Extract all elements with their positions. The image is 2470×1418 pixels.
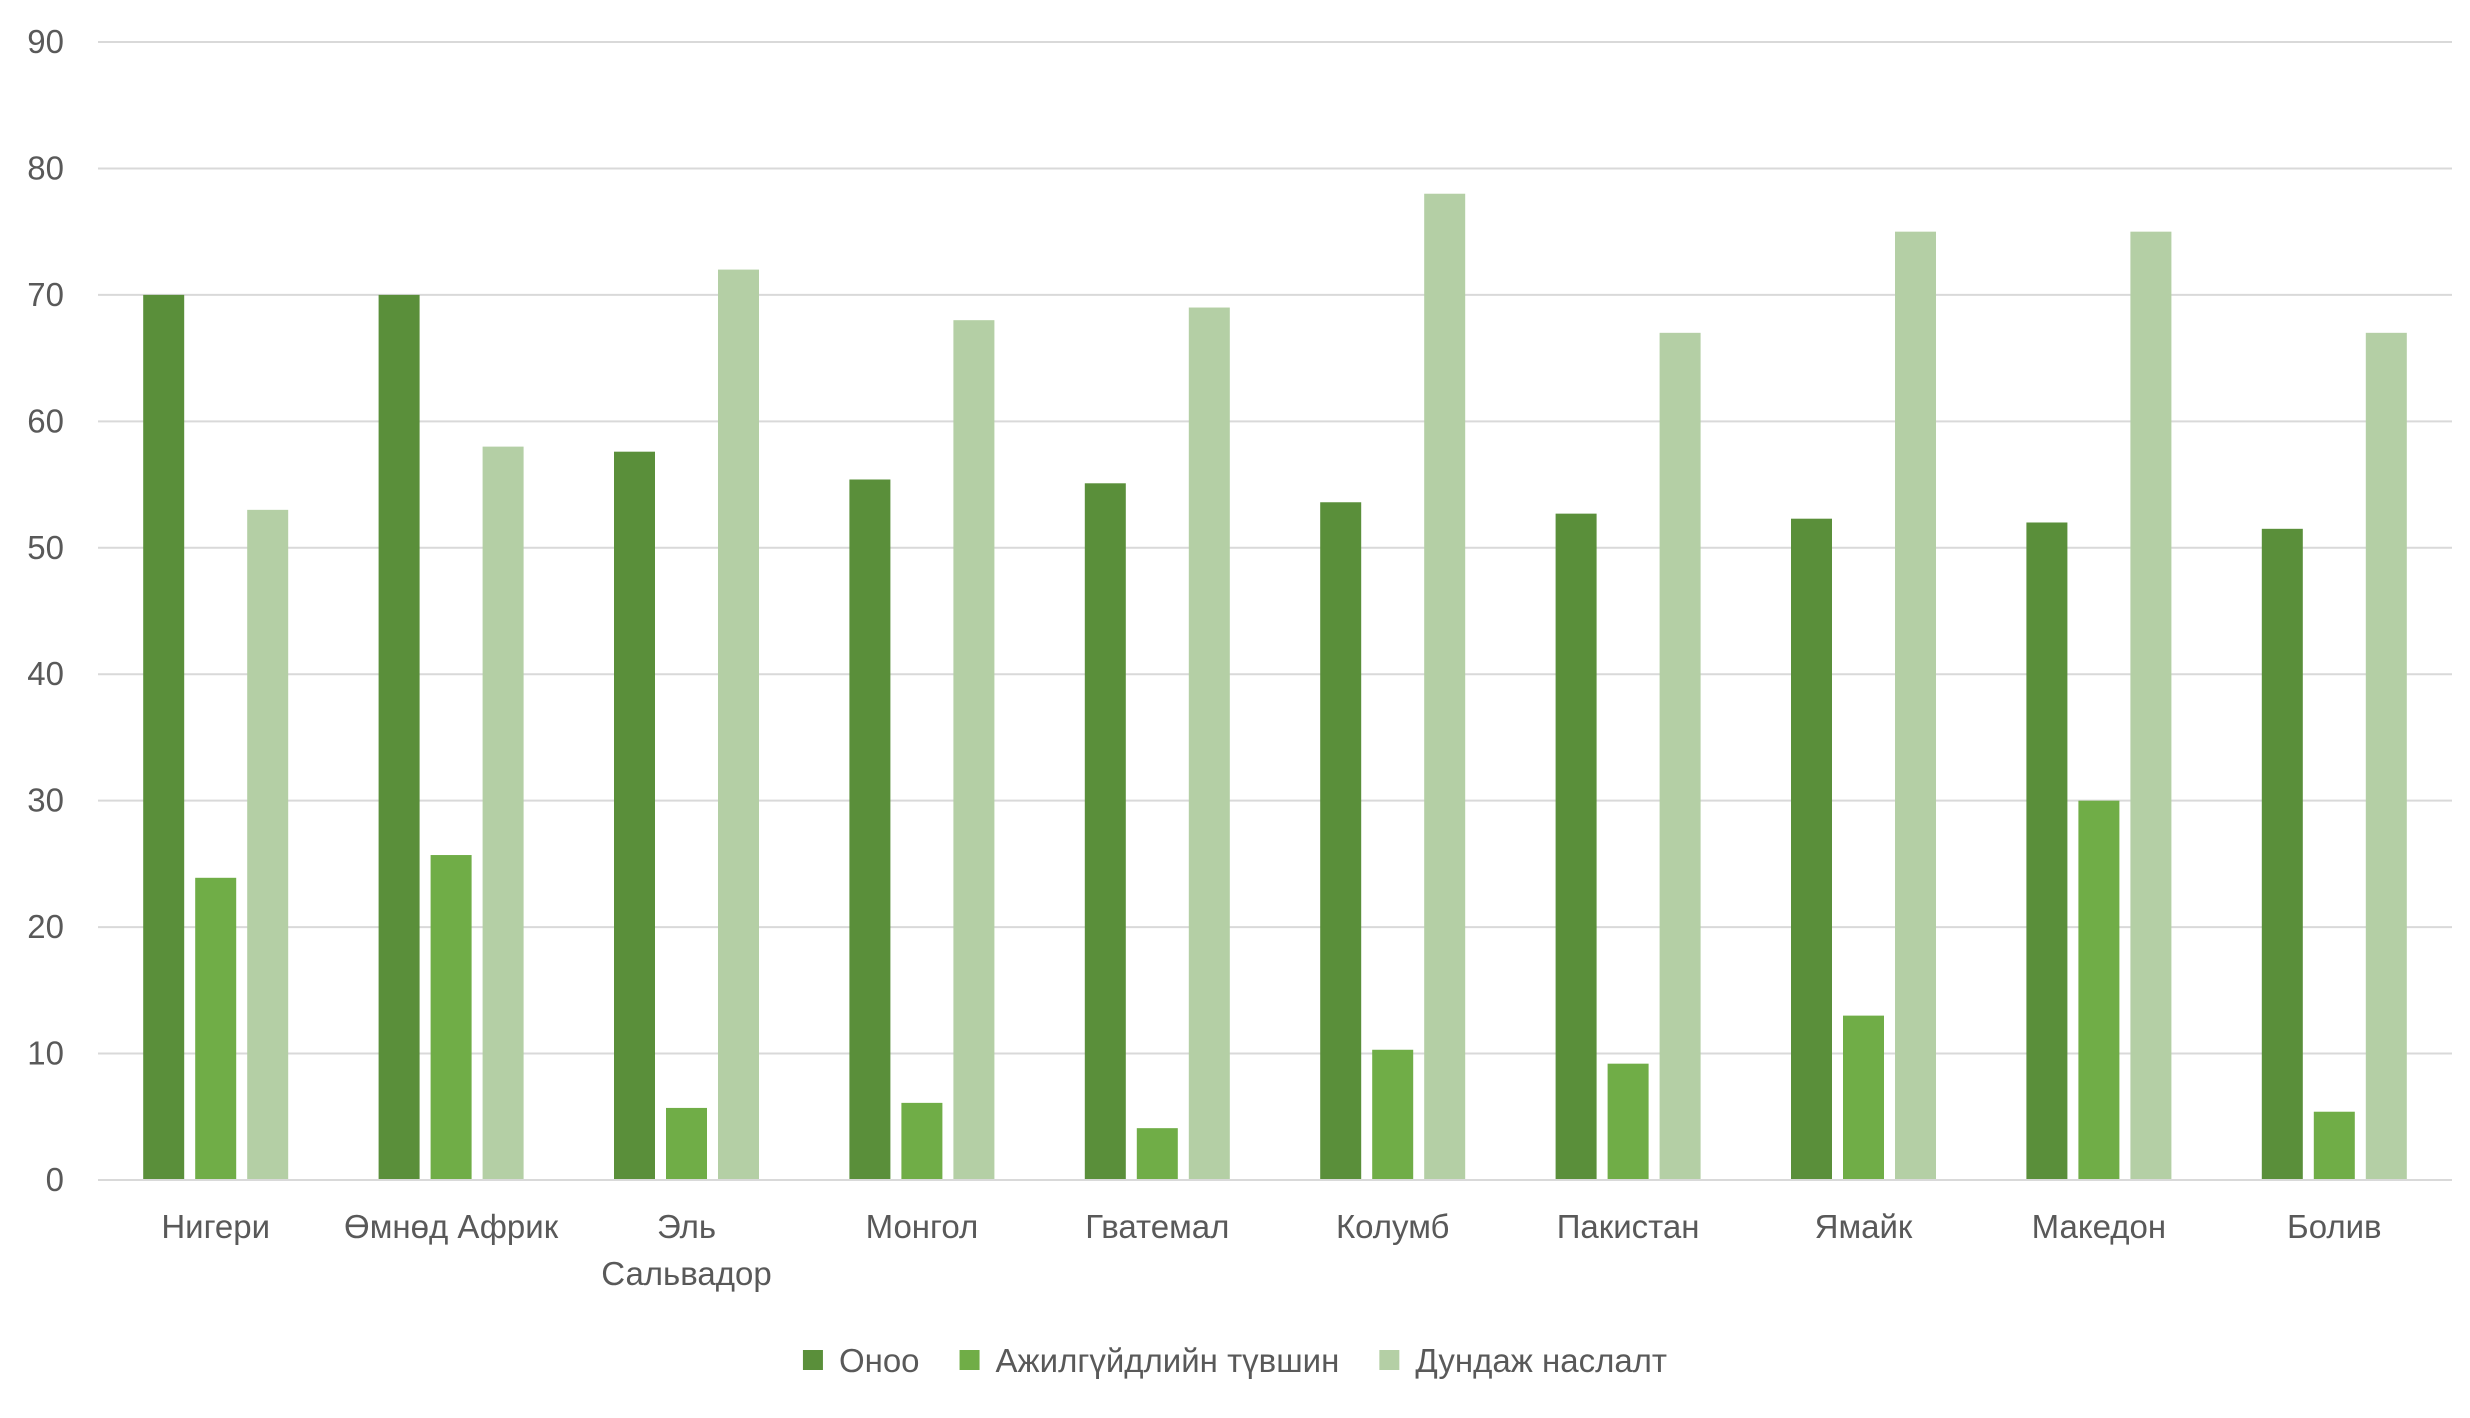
bar-1-6 (1320, 502, 1362, 1180)
category-label-line: Македон (2032, 1208, 2166, 1245)
bar-3-8 (1895, 231, 1936, 1180)
bar-3-10 (2365, 332, 2407, 1180)
y-tick-label: 90 (27, 23, 64, 60)
y-axis-tick-labels: 0 10 20 30 40 50 60 70 80 90 (27, 23, 64, 1198)
category-label: Монгол (866, 1208, 979, 1245)
bar-1-5 (1084, 483, 1126, 1180)
category-label-line: Болив (2287, 1208, 2382, 1245)
bar-2-6 (1372, 1049, 1414, 1180)
bars (143, 193, 2407, 1181)
y-tick-label: 40 (27, 655, 64, 692)
category-label-line: Сальвадор (601, 1255, 771, 1292)
y-tick-label: 80 (27, 149, 64, 186)
legend-label-1: Оноо (839, 1342, 920, 1379)
bar-1-3 (614, 451, 655, 1180)
bar-1-2 (378, 294, 420, 1180)
category-label-line: Ямайк (1815, 1208, 1913, 1245)
legend-swatch-1 (802, 1350, 823, 1370)
category-label: Ямайк (1815, 1208, 1913, 1245)
y-tick-label: 10 (27, 1035, 64, 1072)
bar-2-2 (430, 855, 472, 1180)
bar-1-9 (2026, 522, 2068, 1180)
y-tick-label: 20 (27, 908, 64, 945)
bar-2-7 (1607, 1063, 1649, 1180)
bar-1-1 (143, 294, 185, 1180)
y-tick-label: 0 (46, 1161, 64, 1198)
bar-3-4 (953, 320, 995, 1181)
y-tick-label: 70 (27, 276, 64, 313)
category-label: Нигери (161, 1208, 270, 1245)
category-label: Колумб (1336, 1208, 1449, 1245)
category-label-line: Пакистан (1557, 1208, 1700, 1245)
category-label-line: Колумб (1336, 1208, 1449, 1245)
legend-label-3: Дундаж наслалт (1415, 1342, 1667, 1379)
category-label-line: Нигери (161, 1208, 270, 1245)
bar-2-4 (901, 1102, 943, 1180)
y-tick-label: 60 (27, 402, 64, 439)
bar-3-9 (2130, 231, 2172, 1180)
bar-1-8 (1791, 518, 1832, 1180)
y-tick-label: 30 (27, 782, 64, 819)
bar-1-10 (2261, 528, 2303, 1180)
bar-2-5 (1136, 1128, 1178, 1180)
legend-swatch-2 (959, 1350, 980, 1370)
category-label-line: Эль (657, 1208, 716, 1245)
bar-2-1 (195, 877, 237, 1180)
category-label: Пакистан (1557, 1208, 1700, 1245)
bar-3-3 (718, 269, 759, 1181)
bar-3-7 (1659, 332, 1701, 1180)
bar-2-10 (2313, 1111, 2355, 1180)
category-label: Гватемал (1085, 1208, 1229, 1245)
bar-2-9 (2078, 800, 2120, 1180)
legend: Оноо Ажилгүйдлийн түвшин Дундаж наслалт (802, 1342, 1667, 1379)
category-label-line: Өмнөд Африк (344, 1208, 559, 1245)
bar-2-8 (1843, 1015, 1884, 1180)
y-tick-label: 50 (27, 529, 64, 566)
bar-3-2 (482, 446, 524, 1181)
legend-swatch-3 (1379, 1350, 1400, 1370)
category-label: Өмнөд Африк (344, 1208, 559, 1245)
bar-2-3 (666, 1107, 707, 1180)
legend-label-2: Ажилгүйдлийн түвшин (996, 1342, 1340, 1379)
bar-3-1 (247, 509, 289, 1180)
category-label: Македон (2032, 1208, 2166, 1245)
category-label: Болив (2287, 1208, 2382, 1245)
category-label-line: Монгол (866, 1208, 979, 1245)
bar-3-5 (1188, 307, 1230, 1180)
category-label: Эль Сальвадор (601, 1208, 771, 1292)
category-label-line: Гватемал (1085, 1208, 1229, 1245)
bar-1-4 (849, 479, 891, 1180)
bar-3-6 (1424, 193, 1466, 1180)
bar-1-7 (1555, 513, 1597, 1180)
x-axis-category-labels: Нигери Өмнөд Африк Эль Сальвадор Монгол Гвате… (161, 1208, 2381, 1292)
